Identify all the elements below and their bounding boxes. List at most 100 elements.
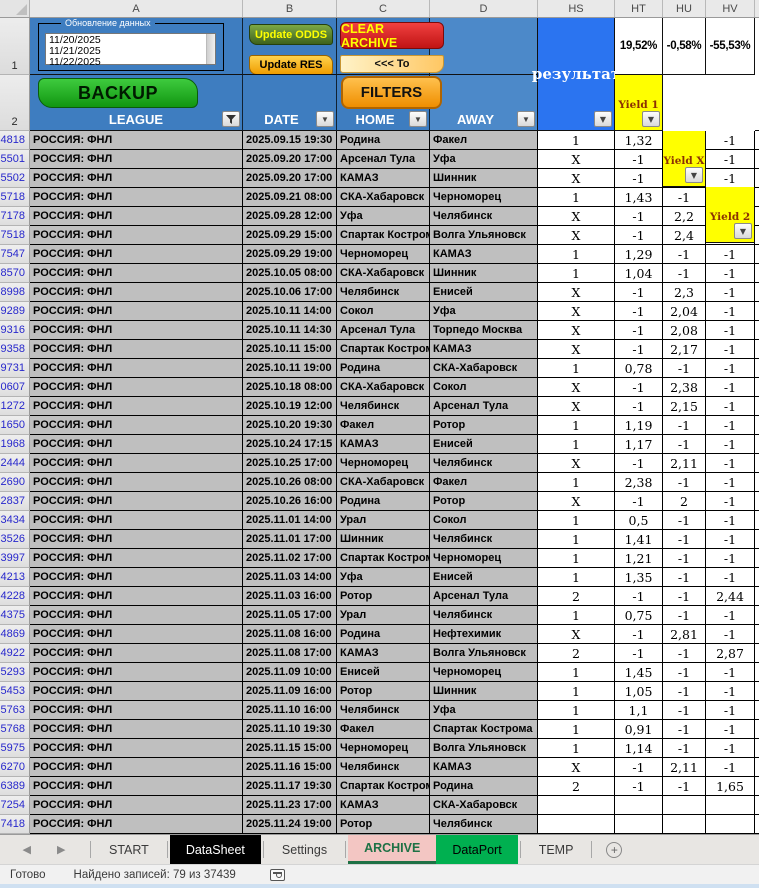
yield1-cell[interactable]: -1 <box>615 378 663 397</box>
cell-b1[interactable]: Update ODDS Update RES <box>243 18 337 75</box>
yield2-cell[interactable]: -1 <box>706 682 755 701</box>
yield1-cell[interactable]: 1,41 <box>615 530 663 549</box>
date-cell[interactable]: 2025.10.11 14:30 <box>243 321 337 340</box>
result-cell[interactable]: 1 <box>538 682 615 701</box>
row-number[interactable]: 33434 <box>0 511 30 530</box>
away-cell[interactable]: Уфа <box>430 302 538 321</box>
date-cell[interactable]: 2025.10.19 12:00 <box>243 397 337 416</box>
date-cell[interactable]: 2025.11.10 16:00 <box>243 701 337 720</box>
date-cell[interactable]: 2025.10.11 19:00 <box>243 359 337 378</box>
yieldx-cell[interactable]: -1 <box>663 245 706 264</box>
date-cell[interactable]: 2025.11.08 16:00 <box>243 625 337 644</box>
listbox-scrollbar[interactable] <box>206 34 215 64</box>
row-number[interactable]: 24818 <box>0 131 30 150</box>
yield1-cell[interactable]: 0,78 <box>615 359 663 378</box>
league-cell[interactable]: РОССИЯ: ФНЛ <box>30 169 243 188</box>
yield1-cell[interactable]: 1,17 <box>615 435 663 454</box>
league-cell[interactable]: РОССИЯ: ФНЛ <box>30 207 243 226</box>
date-cell[interactable]: 2025.11.08 17:00 <box>243 644 337 663</box>
row-number[interactable]: 31650 <box>0 416 30 435</box>
date-cell[interactable]: 2025.11.15 15:00 <box>243 739 337 758</box>
row-number[interactable]: 28570 <box>0 264 30 283</box>
date-cell[interactable]: 2025.10.26 08:00 <box>243 473 337 492</box>
date-cell[interactable]: 2025.11.24 19:00 <box>243 815 337 834</box>
home-cell[interactable]: Ротор <box>337 815 430 834</box>
yieldx-cell[interactable]: -1 <box>663 568 706 587</box>
result-cell[interactable]: 2 <box>538 777 615 796</box>
yield2-cell[interactable]: -1 <box>706 283 755 302</box>
league-cell[interactable]: РОССИЯ: ФНЛ <box>30 416 243 435</box>
row-number[interactable]: 36389 <box>0 777 30 796</box>
tab-dataport[interactable]: DataPort <box>436 835 518 864</box>
yield1-cell[interactable]: 0,75 <box>615 606 663 625</box>
yield2-cell[interactable]: -1 <box>706 302 755 321</box>
home-cell[interactable]: Спартак Кострома <box>337 777 430 796</box>
date-list-item[interactable]: 11/21/2025 <box>49 45 101 57</box>
yield2-cell[interactable]: -1 <box>706 473 755 492</box>
row-header-1[interactable]: 1 <box>0 18 30 75</box>
league-cell[interactable]: РОССИЯ: ФНЛ <box>30 321 243 340</box>
yield2-cell[interactable]: -1 <box>706 378 755 397</box>
tab-datasheet[interactable]: DataSheet <box>169 835 261 864</box>
league-cell[interactable]: РОССИЯ: ФНЛ <box>30 701 243 720</box>
yieldx-cell[interactable]: -1 <box>663 473 706 492</box>
yield2-cell[interactable]: -1 <box>706 720 755 739</box>
yieldx-cell[interactable]: 2,04 <box>663 302 706 321</box>
yieldx-percent-cell[interactable]: -0,58% <box>663 18 706 75</box>
league-cell[interactable]: РОССИЯ: ФНЛ <box>30 302 243 321</box>
date-cell[interactable]: 2025.10.18 08:00 <box>243 378 337 397</box>
yieldx-cell[interactable] <box>663 796 706 815</box>
yield2-percent-cell[interactable]: -55,53% <box>706 18 755 75</box>
column-header-hv[interactable]: HV <box>706 0 755 17</box>
yield2-cell[interactable]: -1 <box>706 340 755 359</box>
home-cell[interactable]: КАМАЗ <box>337 169 430 188</box>
yield2-cell[interactable]: 1,65 <box>706 777 755 796</box>
yield1-cell[interactable]: 1,14 <box>615 739 663 758</box>
yield2-cell[interactable]: -1 <box>706 264 755 283</box>
result-cell[interactable]: 1 <box>538 701 615 720</box>
yield1-cell[interactable]: 2,38 <box>615 473 663 492</box>
home-cell[interactable]: СКА-Хабаровск <box>337 473 430 492</box>
league-cell[interactable]: РОССИЯ: ФНЛ <box>30 511 243 530</box>
home-cell[interactable]: Спартак Кострома <box>337 549 430 568</box>
date-cell[interactable]: 2025.10.06 17:00 <box>243 283 337 302</box>
tab-start[interactable]: START <box>109 842 149 857</box>
home-cell[interactable]: Родина <box>337 131 430 150</box>
yield1-percent-cell[interactable]: 19,52% <box>615 18 663 75</box>
cell-b2[interactable]: DATE ▼ <box>243 75 337 131</box>
date-cell[interactable]: 2025.11.03 16:00 <box>243 587 337 606</box>
yieldx-cell[interactable]: -1 <box>663 701 706 720</box>
add-sheet-button[interactable]: + <box>594 835 634 864</box>
yield1-cell[interactable]: 1,32 <box>615 131 663 150</box>
away-cell[interactable]: Енисей <box>430 568 538 587</box>
yield1-cell[interactable]: 1,05 <box>615 682 663 701</box>
row-number[interactable]: 35293 <box>0 663 30 682</box>
result-cell[interactable]: X <box>538 340 615 359</box>
league-cell[interactable]: РОССИЯ: ФНЛ <box>30 530 243 549</box>
column-header-d[interactable]: D <box>430 0 538 17</box>
away-cell[interactable]: Волга Ульяновск <box>430 644 538 663</box>
league-cell[interactable]: РОССИЯ: ФНЛ <box>30 131 243 150</box>
home-cell[interactable]: Родина <box>337 359 430 378</box>
macro-record-icon[interactable] <box>269 868 285 881</box>
yieldx-cell[interactable]: -1 <box>663 511 706 530</box>
result-cell[interactable]: 1 <box>538 188 615 207</box>
tab-settings[interactable]: Settings <box>281 842 328 857</box>
home-cell[interactable]: Ротор <box>337 682 430 701</box>
filters-button[interactable]: FILTERS <box>341 76 442 109</box>
away-cell[interactable]: Нефтехимик <box>430 625 538 644</box>
league-cell[interactable]: РОССИЯ: ФНЛ <box>30 758 243 777</box>
home-cell[interactable]: КАМАЗ <box>337 644 430 663</box>
yieldx-cell[interactable]: -1 <box>663 188 706 207</box>
row-number[interactable]: 35453 <box>0 682 30 701</box>
result-cell[interactable]: X <box>538 454 615 473</box>
yield1-cell[interactable]: 1,29 <box>615 245 663 264</box>
yieldx-cell[interactable]: 2,3 <box>663 283 706 302</box>
yield2-cell[interactable]: -1 <box>706 511 755 530</box>
date-cell[interactable]: 2025.09.15 19:30 <box>243 131 337 150</box>
home-cell[interactable]: Черноморец <box>337 245 430 264</box>
result-cell[interactable]: 2 <box>538 587 615 606</box>
yield2-cell[interactable]: -1 <box>706 397 755 416</box>
yield1-cell[interactable]: -1 <box>615 644 663 663</box>
yieldx-cell[interactable]: 2,11 <box>663 454 706 473</box>
